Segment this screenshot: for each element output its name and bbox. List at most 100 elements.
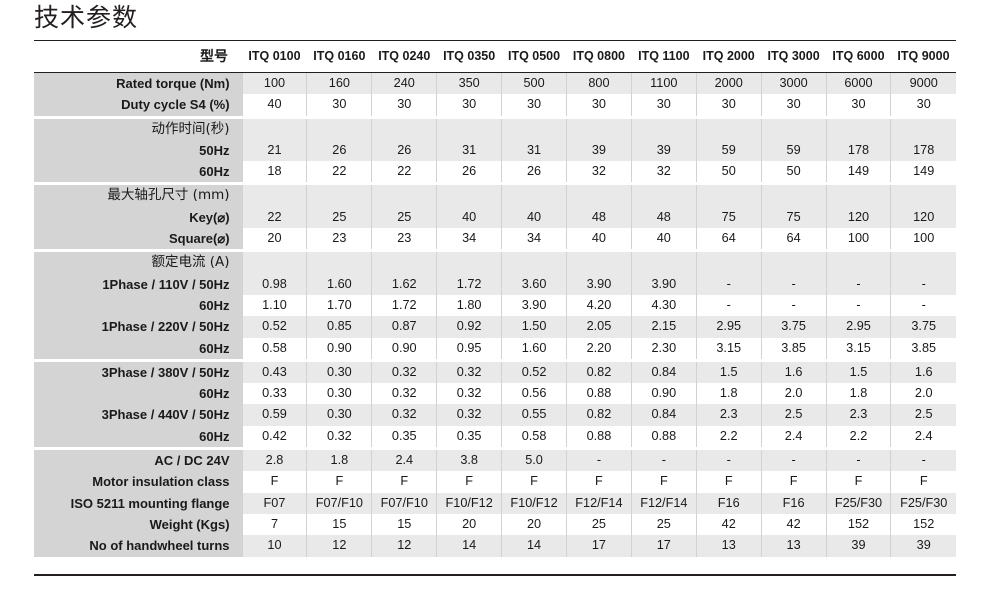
table-cell: 0.90: [630, 383, 697, 405]
table-cell: 42: [760, 513, 827, 536]
table-cell: [241, 185, 307, 207]
table-cell: 149: [890, 161, 956, 183]
table-cell: [630, 185, 697, 207]
table-cell: 0.32: [436, 404, 502, 426]
table-cell: 1.6: [890, 361, 956, 384]
table-cell: F10/F12: [436, 492, 502, 514]
table-cell: [825, 252, 891, 274]
row-label: 60Hz: [34, 161, 243, 183]
table-cell: 2.4: [371, 450, 437, 472]
table-cell: 15: [306, 513, 372, 536]
table-cell: 3.75: [760, 316, 827, 338]
table-cell: [241, 118, 307, 140]
table-row: Key(⌀) 22 25 25 40 40 48 48 75 75 120 120: [34, 206, 956, 229]
row-label: Motor insulation class: [34, 471, 243, 493]
table-cell: -: [760, 450, 827, 472]
table-cell: 30: [501, 94, 567, 116]
table-cell: 1.8: [825, 383, 891, 405]
table-cell: 59: [695, 139, 762, 162]
table-cell: 15: [371, 513, 437, 536]
group-separator-cell: [34, 447, 956, 451]
table-cell: 1.5: [825, 361, 891, 384]
table-cell: 39: [630, 139, 697, 162]
table-cell: 42: [695, 513, 762, 536]
table-cell: -: [565, 450, 632, 472]
table-cell: 1.6: [760, 361, 827, 384]
table-cell: 30: [760, 94, 827, 116]
table-cell: 1.62: [371, 273, 437, 295]
table-cell: 2.0: [760, 383, 827, 405]
table-cell: 23: [371, 228, 437, 250]
table-row: No of handwheel turns 10 12 12 14 14 17 17 13 13 3…: [34, 535, 956, 557]
table-cell: 152: [825, 513, 891, 536]
table-cell: 0.33: [241, 383, 307, 405]
table-cell: [565, 252, 632, 274]
table-body: Rated torque (Nm) 100 160 240 350 500 800 1100 2…: [34, 72, 956, 557]
header-model-itq-9000: ITQ 9000: [890, 40, 956, 73]
table-cell: 1.8: [306, 450, 372, 472]
table-cell: [695, 118, 762, 140]
table-cell: 0.59: [241, 404, 307, 426]
table-cell: 2.05: [565, 316, 632, 338]
table-cell: 2.95: [695, 316, 762, 338]
table-cell: [436, 252, 502, 274]
table-cell: 20: [436, 513, 502, 536]
table-cell: 100: [890, 228, 956, 250]
table-cell: 1.80: [436, 294, 502, 317]
table-cell: 149: [825, 161, 891, 183]
header-model-itq-0240: ITQ 0240: [371, 40, 437, 73]
table-cell: 31: [436, 139, 502, 162]
table-cell: 75: [760, 206, 827, 229]
group-separator: [34, 115, 956, 119]
table-cell: 39: [890, 535, 956, 557]
header-row: 型号 ITQ 0100 ITQ 0160 ITQ 0240 ITQ 0350 ITQ 0…: [34, 40, 956, 73]
row-label: Key(⌀): [34, 206, 243, 229]
table-cell: 0.35: [436, 425, 502, 448]
table-cell: F: [630, 471, 697, 493]
table-cell: 30: [436, 94, 502, 116]
table-cell: [890, 252, 956, 274]
header-model-itq-3000: ITQ 3000: [761, 40, 827, 73]
table-cell: -: [630, 450, 697, 472]
table-cell: 18: [241, 161, 307, 183]
table-cell: [695, 252, 762, 274]
header-model-label: 型号: [34, 40, 243, 73]
table-cell: [825, 118, 891, 140]
header-model-itq-0350: ITQ 0350: [436, 40, 502, 73]
table-cell: 240: [371, 72, 437, 95]
table-cell: 0.56: [501, 383, 567, 405]
table-cell: F25/F30: [890, 492, 956, 514]
table-row: 60Hz 0.58 0.90 0.90 0.95 1.60 2.20 2.30 3.15 3.85…: [34, 337, 956, 359]
table-cell: 4.30: [630, 294, 697, 317]
table-cell: [436, 185, 502, 207]
table-cell: 1.60: [501, 337, 567, 359]
row-label: No of handwheel turns: [34, 535, 243, 557]
table-cell: F07: [241, 492, 307, 514]
table-cell: [760, 252, 827, 274]
table-cell: 13: [695, 535, 762, 557]
row-label: 50Hz: [34, 139, 243, 162]
table-cell: [630, 252, 697, 274]
table-cell: 20: [501, 513, 567, 536]
table-cell: 2.2: [825, 425, 891, 448]
header-model-itq-0800: ITQ 0800: [566, 40, 632, 73]
table-cell: 0.32: [371, 383, 437, 405]
table-cell: 0.98: [241, 273, 307, 295]
table-cell: F07/F10: [306, 492, 372, 514]
table-cell: [890, 118, 956, 140]
table-cell: 50: [695, 161, 762, 183]
row-label: 额定电流 (A): [34, 252, 243, 274]
table-cell: 120: [890, 206, 956, 229]
table-cell: 26: [306, 139, 372, 162]
table-cell: 30: [630, 94, 697, 116]
table-row: 60Hz 1.10 1.70 1.72 1.80 3.90 4.20 4.30- - - -: [34, 294, 956, 317]
group-separator-cell: [34, 115, 956, 119]
table-cell: [630, 118, 697, 140]
table-cell: -: [695, 294, 762, 317]
table-cell: 1.8: [695, 383, 762, 405]
table-cell: 0.52: [501, 361, 567, 384]
table-cell: 0.92: [436, 316, 502, 338]
table-cell: 178: [890, 139, 956, 162]
table-cell: 3000: [760, 72, 827, 95]
table-cell: -: [890, 450, 956, 472]
